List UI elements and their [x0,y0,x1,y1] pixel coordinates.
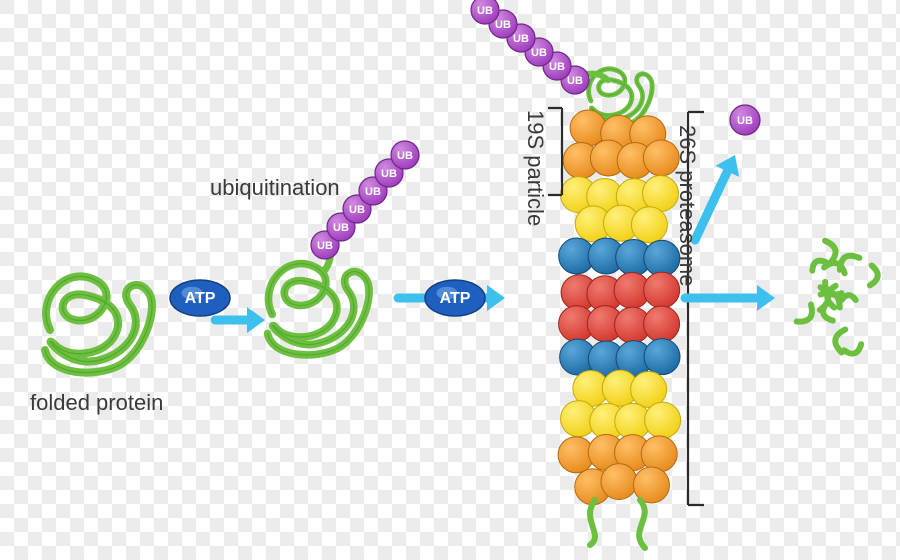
svg-text:UB: UB [397,150,413,162]
svg-text:UB: UB [737,115,753,127]
ubiquitinated-protein: UBUBUBUBUBUB [268,141,420,355]
label-26s-proteasome: 26S proteasome [674,125,700,286]
label-19s-particle: 19S particle [522,110,548,226]
svg-text:UB: UB [477,5,493,17]
svg-text:ATP: ATP [440,290,471,307]
ubiquitin-bead: UB [730,105,760,135]
diagram-canvas: ATPUBUBUBUBUBUBATPUBUBUBUBUBUBUB folded … [0,0,900,560]
label-folded-protein: folded protein [30,390,163,416]
svg-text:UB: UB [365,186,381,198]
label-ubiquitination: ubiquitination [210,175,340,201]
protein-squiggle [268,264,370,355]
svg-text:ATP: ATP [185,290,216,307]
diagram-svg: ATPUBUBUBUBUBUBATPUBUBUBUBUBUBUB [0,0,900,560]
protein-squiggle [45,276,152,372]
ubiquitin-bead: UB [471,0,499,24]
arrow-1 [215,307,265,333]
svg-text:UB: UB [381,168,397,180]
protein-fragments [797,239,879,356]
atp-badge-2: ATP [425,280,485,316]
svg-text:UB: UB [513,33,529,45]
ubiquitin-bead: UB [391,141,419,169]
svg-text:UB: UB [317,240,333,252]
bracket-19s [548,108,562,195]
svg-text:UB: UB [531,47,547,59]
svg-text:UB: UB [333,222,349,234]
svg-text:UB: UB [567,75,583,87]
arrow-4 [695,155,739,240]
atp-badge-1: ATP [170,280,230,316]
svg-text:UB: UB [495,19,511,31]
svg-text:UB: UB [349,204,365,216]
svg-text:UB: UB [549,61,565,73]
proteasome: UBUBUBUBUBUB [471,0,681,548]
arrow-3 [685,285,775,311]
